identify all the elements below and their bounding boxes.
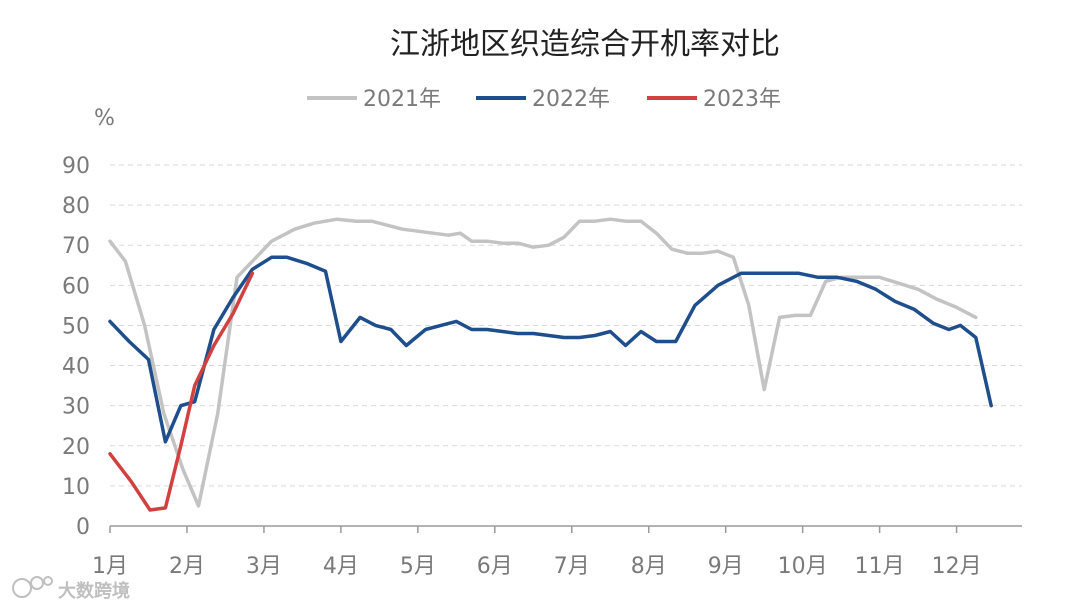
legend-item-2022[interactable]: 2022年 (476, 87, 610, 112)
series-line-2021年[interactable] (108, 217, 978, 508)
y-tick-label: 40 (62, 355, 90, 380)
legend-label-2021: 2021年 (363, 87, 441, 112)
x-tick-label: 12月 (932, 554, 982, 579)
y-tick-label: 10 (62, 475, 90, 500)
y-tick-label: 30 (62, 395, 90, 420)
y-tick-label: 0 (76, 515, 90, 540)
x-tick-label: 1月 (92, 554, 128, 579)
x-tick-label: 6月 (477, 554, 513, 579)
x-axis: 1月 2月 3月 4月 5月 6月 7月 8月 9月 10月 11月 12月 (92, 525, 1022, 579)
grid (110, 164, 1022, 487)
y-axis-unit: % (94, 106, 115, 131)
series-layer (108, 217, 993, 512)
watermark-text: 大数跨境 (58, 580, 130, 602)
legend-label-2022: 2022年 (532, 87, 610, 112)
series-line-2022年[interactable] (108, 255, 993, 444)
x-tick-label: 2月 (169, 554, 205, 579)
x-tick-label: 8月 (631, 554, 667, 579)
legend-item-2021[interactable]: 2021年 (307, 87, 441, 112)
x-tick-label: 4月 (323, 554, 359, 579)
x-tick-label: 5月 (400, 554, 436, 579)
y-tick-label: 60 (62, 274, 90, 299)
legend-item-2023[interactable]: 2023年 (647, 87, 781, 112)
chart-title: 江浙地区织造综合开机率对比 (390, 27, 780, 62)
y-tick-label: 90 (62, 154, 90, 179)
watermark-logo-icon (12, 576, 53, 598)
x-tick-label: 9月 (708, 554, 744, 579)
y-tick-label: 70 (62, 234, 90, 259)
watermark: 大数跨境 (12, 576, 130, 602)
x-tick-label: 3月 (246, 554, 282, 579)
legend-label-2023: 2023年 (703, 87, 781, 112)
legend: 2021年 2022年 2023年 (307, 87, 781, 112)
y-tick-label: 20 (62, 435, 90, 460)
y-tick-label: 80 (62, 194, 90, 219)
y-axis-ticks: 0 10 20 30 40 50 60 70 80 90 (62, 154, 90, 540)
series-line-2023年[interactable] (108, 271, 255, 512)
y-tick-label: 50 (62, 314, 90, 339)
x-tick-label: 7月 (554, 554, 590, 579)
x-tick-label: 11月 (855, 554, 905, 579)
x-tick-label: 10月 (778, 554, 828, 579)
